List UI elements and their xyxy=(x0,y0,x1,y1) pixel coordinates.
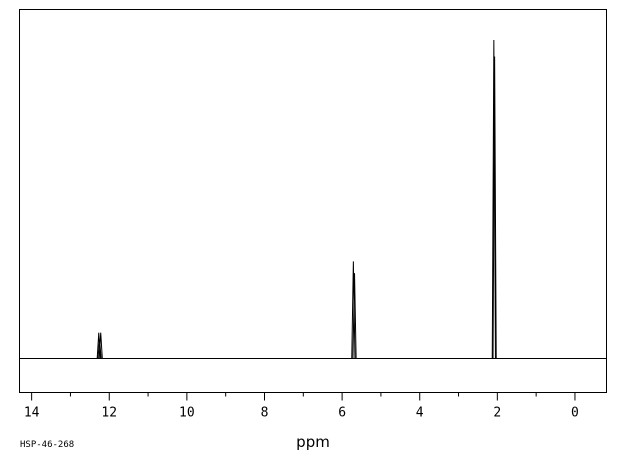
spectrum-peaks xyxy=(96,39,497,359)
x-tick-label: 10 xyxy=(179,406,195,421)
x-tick-label: 12 xyxy=(101,406,117,421)
spectrum-peak xyxy=(98,332,103,359)
x-tick-label: 8 xyxy=(261,406,269,421)
spectrum-peak xyxy=(97,339,102,359)
x-tick-label: 0 xyxy=(571,406,579,421)
spectrum-peak xyxy=(351,261,356,359)
spectrum-peak xyxy=(491,39,496,359)
x-axis-ticks: 14 12 10 8 6 4 2 0 xyxy=(24,392,579,421)
x-tick-label: 2 xyxy=(493,406,501,421)
spectrum-id-label: HSP-46-268 xyxy=(20,440,74,450)
spectrum-peak xyxy=(352,273,357,359)
x-tick-label: 14 xyxy=(24,406,40,421)
plot-frame xyxy=(19,9,607,393)
x-tick-label: 6 xyxy=(338,406,346,421)
x-tick-label: 4 xyxy=(416,406,424,421)
spectrum-peak xyxy=(492,56,497,359)
x-axis-title: ppm xyxy=(296,433,330,451)
